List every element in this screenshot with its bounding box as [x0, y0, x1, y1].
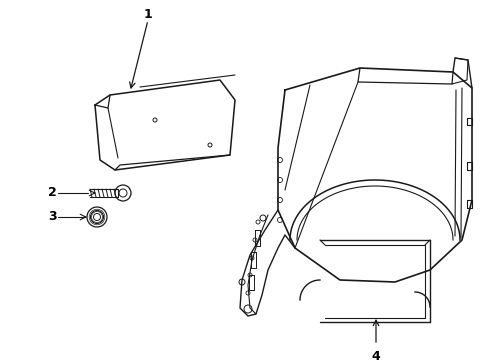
Text: 3: 3 [48, 211, 57, 224]
Text: 1: 1 [143, 9, 152, 22]
Text: 2: 2 [48, 186, 57, 199]
Text: 4: 4 [371, 350, 380, 360]
Circle shape [115, 185, 131, 201]
Circle shape [87, 207, 107, 227]
